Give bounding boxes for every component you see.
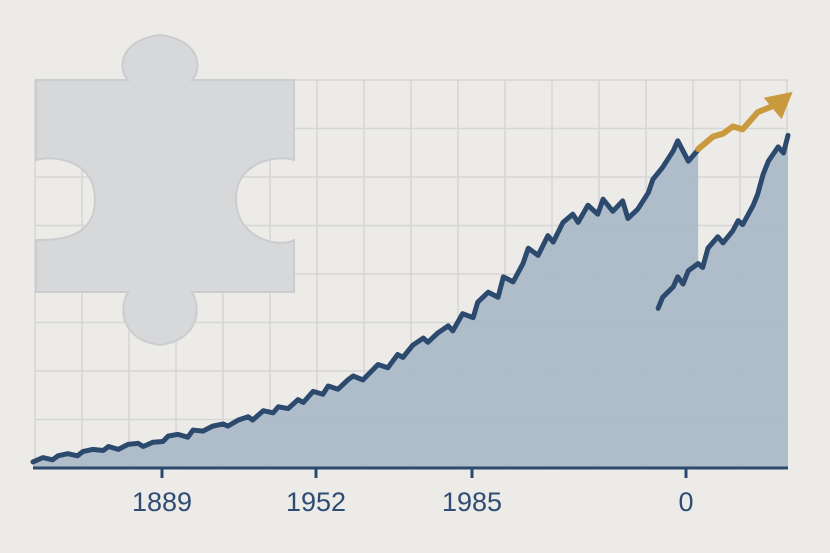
series-line-1: [30, 138, 701, 465]
x-tick-label: 1985: [442, 487, 502, 517]
x-tick-label: 1889: [132, 487, 192, 517]
area-fill: [33, 135, 788, 468]
x-axis-ticks: 1889 1952 1985 0: [132, 468, 694, 517]
series-line-2: [655, 132, 791, 311]
trend-arrow-head: [763, 91, 793, 120]
puzzle-piece-icon: [35, 33, 295, 347]
up-arrow-icon: [695, 91, 793, 153]
x-tick-label: 1952: [286, 487, 346, 517]
x-tick-label: 0: [678, 487, 693, 517]
